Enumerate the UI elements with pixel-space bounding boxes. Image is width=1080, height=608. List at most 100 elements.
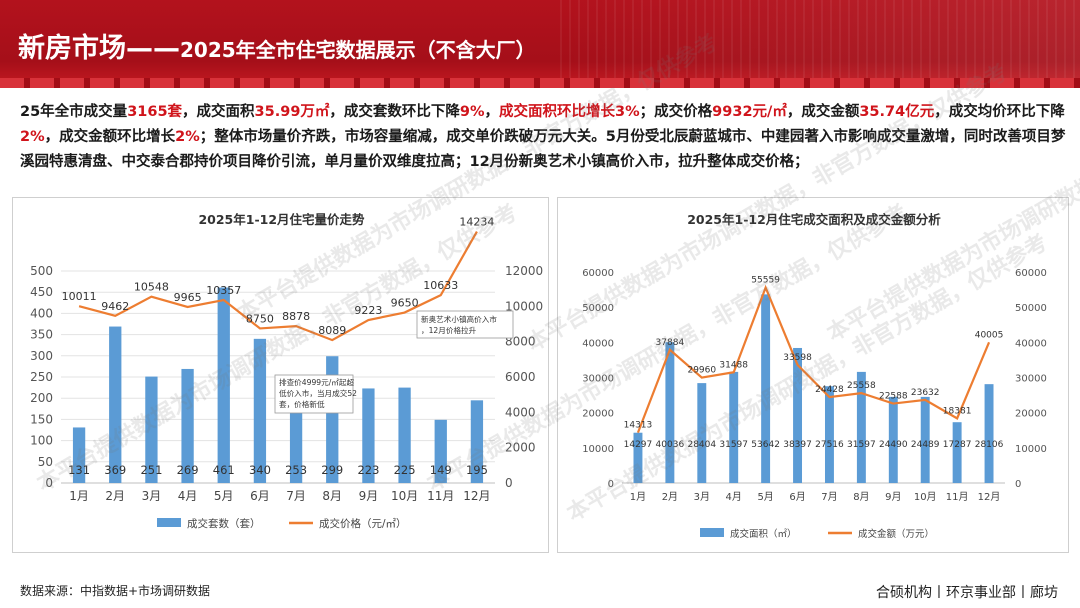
bar-data-label: 461 xyxy=(213,463,235,477)
annotation-high-price: 新奥艺术小镇高价入市，12月价格拉升 xyxy=(416,310,514,339)
x-tick-label: 12月 xyxy=(463,489,490,503)
bar-data-label: 223 xyxy=(357,463,379,477)
x-tick-label: 11月 xyxy=(946,491,969,503)
y-left-tick-label: 350 xyxy=(30,328,53,342)
x-tick-label: 9月 xyxy=(885,491,901,503)
bar xyxy=(697,383,707,483)
annotation-box xyxy=(416,310,514,339)
x-tick-label: 11月 xyxy=(427,489,454,503)
bar-data-label: 299 xyxy=(321,463,343,477)
page-title-main: 新房市场—— xyxy=(18,33,180,64)
line-data-label: 14313 xyxy=(624,421,653,431)
bar-data-label: 253 xyxy=(285,463,307,477)
bar xyxy=(145,376,158,483)
y-right-tick-label: 12000 xyxy=(505,264,543,278)
annotation-box xyxy=(274,374,354,414)
line-data-label: 29960 xyxy=(687,366,716,376)
line-data-label: 9462 xyxy=(101,300,129,313)
y-right-tick-label: 10000 xyxy=(1015,444,1047,455)
bar-data-label: 131 xyxy=(68,463,90,477)
header-banner: 新房市场——2025年全市住宅数据展示（不含大厂） xyxy=(0,0,1080,88)
bar xyxy=(856,371,866,483)
bar xyxy=(952,422,962,483)
page-title: 新房市场——2025年全市住宅数据展示（不含大厂） xyxy=(18,26,536,65)
line-data-label: 40005 xyxy=(975,330,1004,340)
y-right-tick-label: 30000 xyxy=(1015,374,1047,385)
annotation-text: 新奥艺术小镇高价入市 xyxy=(421,314,497,324)
line-data-label: 10357 xyxy=(206,284,241,297)
x-tick-label: 7月 xyxy=(286,489,306,503)
summary-highlight: 3165套 xyxy=(127,104,183,120)
y-right-tick-label: 10000 xyxy=(505,299,543,313)
summary-highlight: 2% xyxy=(175,129,200,145)
line-data-label: 10548 xyxy=(134,281,169,294)
bar xyxy=(109,326,122,483)
line-data-label: 23632 xyxy=(911,388,940,398)
bar xyxy=(253,338,267,483)
y-left-tick-label: 150 xyxy=(30,412,53,426)
y-left-tick-label: 60000 xyxy=(582,268,614,279)
bar xyxy=(362,388,375,483)
bar xyxy=(181,368,194,483)
bar-data-label: 38397 xyxy=(783,440,812,450)
summary-text: ，成交均价环比下降 xyxy=(934,104,1065,120)
bar-data-label: 28404 xyxy=(687,440,716,450)
x-tick-label: 2月 xyxy=(662,491,678,503)
legend-label-line: 成交金额（万元） xyxy=(858,528,934,540)
x-tick-label: 10月 xyxy=(914,491,937,503)
y-right-tick-label: 50000 xyxy=(1015,303,1047,314)
bar-data-label: 225 xyxy=(394,463,416,477)
summary-text: ；整体市场量价齐跌，市场容量缩减，成交单价跌破万元大关。5月份受北辰蔚蓝城市、中… xyxy=(20,129,1066,170)
summary-text: ；成交价格 xyxy=(639,104,713,120)
y-left-tick-label: 50 xyxy=(38,455,53,469)
bar xyxy=(761,294,771,483)
x-tick-label: 7月 xyxy=(821,491,837,503)
line-data-label: 37884 xyxy=(656,338,685,348)
summary-text: 25年全市成交量 xyxy=(20,104,128,120)
line-data-label: 24428 xyxy=(815,385,844,395)
bar-data-label: 269 xyxy=(177,463,199,477)
y-left-tick-label: 400 xyxy=(30,306,53,320)
bar-data-label: 24490 xyxy=(879,440,908,450)
chart-title: 2025年1-12月住宅成交面积及成交金额分析 xyxy=(687,212,941,227)
bar-data-label: 340 xyxy=(249,463,271,477)
bar-data-label: 53642 xyxy=(751,440,780,450)
line-data-label: 14234 xyxy=(459,216,494,229)
y-left-tick-label: 0 xyxy=(45,476,53,490)
summary-text: ，成交金额 xyxy=(786,104,860,120)
y-left-tick-label: 300 xyxy=(30,349,53,363)
x-tick-label: 6月 xyxy=(250,489,270,503)
bar xyxy=(633,432,643,483)
bar xyxy=(434,419,447,483)
organization-credit: 合硕机构丨环京事业部丨廊坊 xyxy=(876,585,1058,601)
x-tick-label: 2月 xyxy=(105,489,125,503)
bar xyxy=(793,347,803,483)
y-right-tick-label: 4000 xyxy=(505,405,536,419)
summary-text: ，成交套数环比下降 xyxy=(329,104,460,120)
y-left-tick-label: 250 xyxy=(30,370,53,384)
y-left-tick-label: 500 xyxy=(30,264,53,278)
bar xyxy=(217,287,230,483)
x-tick-label: 5月 xyxy=(757,491,773,503)
x-tick-label: 3月 xyxy=(142,489,162,503)
line-data-label: 8750 xyxy=(246,312,274,325)
line-data-label: 10011 xyxy=(62,290,97,303)
y-left-tick-label: 30000 xyxy=(582,374,614,385)
x-tick-label: 10月 xyxy=(391,489,418,503)
y-right-tick-label: 20000 xyxy=(1015,409,1047,420)
bar-data-label: 17287 xyxy=(943,440,972,450)
bar xyxy=(824,386,834,483)
bar-data-label: 24489 xyxy=(911,440,940,450)
bar xyxy=(72,427,86,483)
data-source: 数据来源：中指数据+市场调研数据 xyxy=(20,584,211,598)
page-title-sub: 2025年全市住宅数据展示（不含大厂） xyxy=(180,38,536,62)
summary-highlight: 成交面积环比增长3% xyxy=(499,104,640,120)
summary-highlight: 35.74亿元 xyxy=(859,104,935,120)
legend-swatch-bar xyxy=(157,518,181,527)
line-data-label: 31488 xyxy=(719,360,748,370)
bar xyxy=(470,400,484,483)
bar-data-label: 14297 xyxy=(624,440,653,450)
y-right-tick-label: 0 xyxy=(505,476,513,490)
summary-text: ， xyxy=(484,104,500,120)
